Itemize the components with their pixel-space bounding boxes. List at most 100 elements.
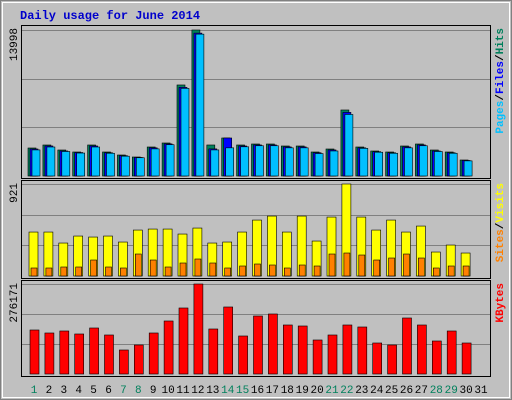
bar xyxy=(164,266,172,277)
bar xyxy=(404,147,413,177)
bar xyxy=(179,262,187,277)
bar xyxy=(357,326,368,375)
bar xyxy=(432,267,440,277)
x-tick-label: 25 xyxy=(385,385,398,397)
legend-separator: / xyxy=(495,222,507,229)
bar xyxy=(163,320,174,375)
bar xyxy=(180,88,190,177)
bar xyxy=(225,147,234,177)
bar xyxy=(136,157,145,177)
bar xyxy=(283,267,291,277)
bar xyxy=(374,151,384,177)
legend-entry: Pages xyxy=(495,101,507,134)
bar xyxy=(447,265,455,277)
x-tick-label: 22 xyxy=(340,385,353,397)
bar xyxy=(45,267,53,277)
bar xyxy=(419,145,428,177)
bar xyxy=(223,306,233,375)
bar xyxy=(268,313,278,375)
bar xyxy=(313,265,321,277)
bar xyxy=(135,253,142,277)
x-tick-label: 7 xyxy=(120,385,127,397)
bar xyxy=(314,153,324,177)
bar xyxy=(239,265,246,277)
bar xyxy=(238,335,248,375)
x-tick-label: 17 xyxy=(266,385,279,397)
bar xyxy=(358,254,366,277)
legend: KBytes xyxy=(495,283,507,323)
bar xyxy=(193,283,204,375)
bar xyxy=(60,266,68,277)
bar xyxy=(329,150,339,177)
bar xyxy=(327,334,338,375)
legend-entry: Hits xyxy=(495,28,507,54)
x-tick-label: 13 xyxy=(206,385,219,397)
x-tick-label: 23 xyxy=(355,385,368,397)
x-tick-label: 15 xyxy=(236,385,249,397)
x-tick-label: 14 xyxy=(221,385,235,397)
bar xyxy=(240,146,249,177)
y-tick-label: 276171 xyxy=(9,283,21,323)
bar xyxy=(91,146,100,177)
bar xyxy=(210,149,220,177)
bar xyxy=(31,149,41,177)
bar xyxy=(134,344,144,375)
x-tick-label: 3 xyxy=(60,385,67,397)
bar xyxy=(343,252,351,277)
bar xyxy=(359,148,369,177)
bar xyxy=(433,151,443,177)
y-tick-label: 921 xyxy=(9,183,21,203)
legend-entry: KBytes xyxy=(495,283,507,323)
bar xyxy=(255,145,264,177)
x-tick-label: 21 xyxy=(325,385,339,397)
bar xyxy=(299,147,309,177)
bar xyxy=(59,330,70,375)
bar xyxy=(388,257,395,277)
bar xyxy=(74,333,84,375)
bar xyxy=(342,324,353,375)
bar xyxy=(75,266,82,277)
x-tick-label: 12 xyxy=(191,385,204,397)
x-tick-label: 4 xyxy=(75,385,82,397)
bar xyxy=(269,264,276,277)
x-tick-label: 27 xyxy=(415,385,428,397)
x-tick-label: 6 xyxy=(105,385,112,397)
bar xyxy=(417,324,427,375)
legend: Sites/Visits xyxy=(495,183,507,262)
legend-entry: Files xyxy=(495,61,507,94)
bar xyxy=(104,334,114,375)
bar xyxy=(297,325,308,375)
bar xyxy=(89,327,99,375)
x-tick-label: 31 xyxy=(474,385,488,397)
bar xyxy=(253,315,263,375)
bar xyxy=(121,155,130,177)
x-tick-label: 18 xyxy=(281,385,294,397)
legend: Pages/Files/Hits xyxy=(495,28,507,134)
x-tick-label: 5 xyxy=(90,385,97,397)
bar xyxy=(105,266,112,277)
bar xyxy=(106,152,115,177)
bar xyxy=(446,330,457,375)
x-tick-label: 1 xyxy=(31,385,38,397)
legend-separator: / xyxy=(495,54,507,61)
bar xyxy=(402,317,412,375)
bar xyxy=(90,259,97,277)
bar xyxy=(298,264,306,277)
bar xyxy=(372,342,383,375)
legend-separator: / xyxy=(495,94,507,101)
x-tick-label: 10 xyxy=(161,385,174,397)
bar xyxy=(462,265,470,277)
y-tick-label: 13998 xyxy=(9,28,21,61)
x-tick-label: 19 xyxy=(296,385,309,397)
bar xyxy=(328,253,336,277)
bar xyxy=(254,263,261,277)
bar xyxy=(403,253,410,277)
x-tick-label: 26 xyxy=(400,385,413,397)
x-tick-label: 29 xyxy=(445,385,458,397)
x-tick-label: 16 xyxy=(251,385,264,397)
bar xyxy=(44,332,55,375)
bar xyxy=(148,332,159,375)
bar xyxy=(224,267,231,277)
